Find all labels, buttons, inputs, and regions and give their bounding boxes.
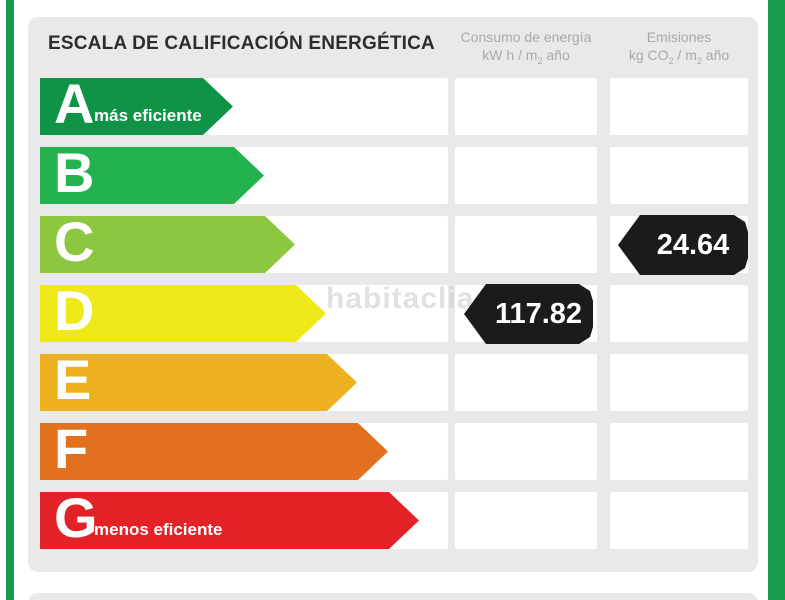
habitaclia-watermark: habitaclia (326, 282, 475, 315)
rating-arrow-b: B (40, 147, 264, 204)
frame-left-strip (6, 0, 14, 600)
consumo-value-cell (455, 423, 597, 480)
rating-arrow-c: C (40, 216, 295, 273)
rating-letter-a: A (54, 72, 95, 135)
consumo-rating-value: 117.82 (494, 297, 583, 330)
consumo-value-cell (455, 147, 597, 204)
rating-letter-b: B (54, 141, 95, 204)
rating-arrow-g: G menos eficiente (40, 492, 419, 549)
emisiones-column-header: Emisiones kg CO2 / m2 año (610, 28, 748, 68)
rating-arrow-f: F (40, 423, 388, 480)
emisiones-rating-tag: 24.64 (618, 215, 748, 275)
energy-scale-panel: ESCALA DE CALIFICACIÓN ENERGÉTICA Consum… (28, 17, 758, 572)
consumo-value-cell (455, 78, 597, 135)
emisiones-value-cell (610, 147, 748, 204)
rating-letter-c: C (54, 210, 95, 273)
emisiones-value-cell (610, 423, 748, 480)
rating-letter-g: G (54, 486, 98, 549)
emisiones-value-cell (610, 78, 748, 135)
consumo-value-cell (455, 492, 597, 549)
consumo-column-header: Consumo de energía kW h / m2 año (455, 28, 597, 68)
emisiones-header-line1: Emisiones (646, 29, 712, 45)
consumo-value-cell (455, 216, 597, 273)
emisiones-value-cell (610, 492, 748, 549)
emisiones-header-line2: kg CO2 / m2 año (628, 47, 730, 66)
consumo-header-line2: kW h / m2 año (482, 47, 570, 66)
least-efficient-label: menos eficiente (94, 520, 223, 539)
scale-row-a: A más eficiente (28, 78, 758, 135)
rating-letter-f: F (54, 417, 89, 480)
panel-title: ESCALA DE CALIFICACIÓN ENERGÉTICA (48, 33, 435, 54)
most-efficient-label: más eficiente (94, 106, 202, 125)
scale-row-f: F (28, 423, 758, 480)
rating-letter-d: D (54, 279, 95, 342)
emisiones-rating-value: 24.64 (656, 228, 730, 261)
rating-letter-e: E (54, 348, 92, 411)
rating-arrow-d: D (40, 285, 326, 342)
consumo-header-line1: Consumo de energía (460, 29, 592, 45)
next-section-panel-edge (28, 593, 758, 600)
frame-right-strip (768, 0, 785, 600)
rating-arrow-a: A más eficiente (40, 78, 233, 135)
scale-row-b: B (28, 147, 758, 204)
emisiones-value-cell (610, 354, 748, 411)
scale-row-e: E (28, 354, 758, 411)
emisiones-value-cell (610, 285, 748, 342)
rating-arrow-e: E (40, 354, 357, 411)
consumo-value-cell (455, 354, 597, 411)
scale-row-g: G menos eficiente (28, 492, 758, 549)
consumo-rating-tag: 117.82 (464, 284, 593, 344)
